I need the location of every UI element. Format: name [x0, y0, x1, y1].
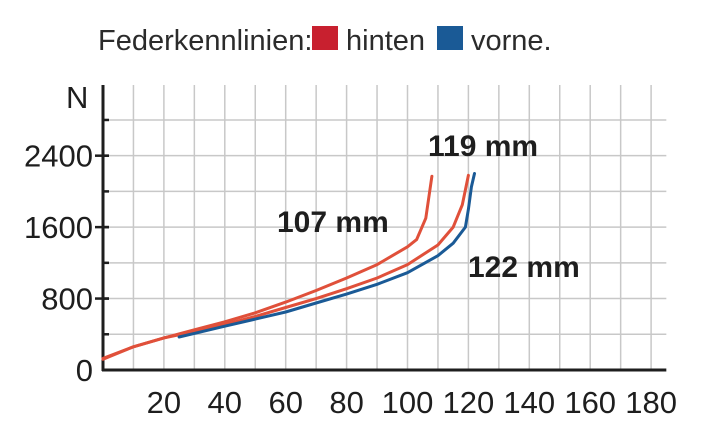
legend-swatch-hinten [312, 26, 338, 50]
x-tick-label: 160 [564, 385, 616, 420]
y-tick-label: 1600 [24, 210, 93, 245]
legend-entry-hinten: hinten [346, 25, 425, 57]
y-axis-label: N [66, 80, 88, 115]
series-line-119-mm [101, 173, 470, 361]
legend-entry-vorne: vorne. [471, 25, 552, 57]
y-tick-label: 0 [76, 353, 93, 388]
grid [103, 85, 667, 370]
ticks: 0 800 1600 2400 20 40 60 80 100 120 140 160 180 [24, 118, 677, 420]
series-layer [101, 172, 476, 361]
legend: Federkennlinien: hinten vorne. [98, 25, 552, 57]
series-line-122-mm [177, 172, 476, 339]
y-tick-label: 800 [41, 282, 93, 317]
legend-label: Federkennlinien: [98, 25, 312, 57]
annotation-119mm: 119 mm [428, 130, 538, 163]
y-tick-label: 2400 [24, 139, 93, 174]
annotation-107mm: 107 mm [277, 206, 389, 239]
x-tick-label: 180 [625, 385, 677, 420]
x-tick-label: 120 [443, 385, 495, 420]
x-tick-label: 100 [382, 385, 434, 420]
annotation-122mm: 122 mm [468, 251, 580, 284]
x-tick-label: 40 [208, 385, 242, 420]
x-tick-label: 80 [329, 385, 363, 420]
legend-swatch-vorne [437, 26, 463, 50]
x-tick-label: 60 [268, 385, 302, 420]
x-tick-label: 20 [147, 385, 181, 420]
x-tick-label: 140 [503, 385, 555, 420]
series-line-107-mm [101, 174, 434, 360]
annotations: 107 mm 119 mm 122 mm [277, 130, 580, 284]
